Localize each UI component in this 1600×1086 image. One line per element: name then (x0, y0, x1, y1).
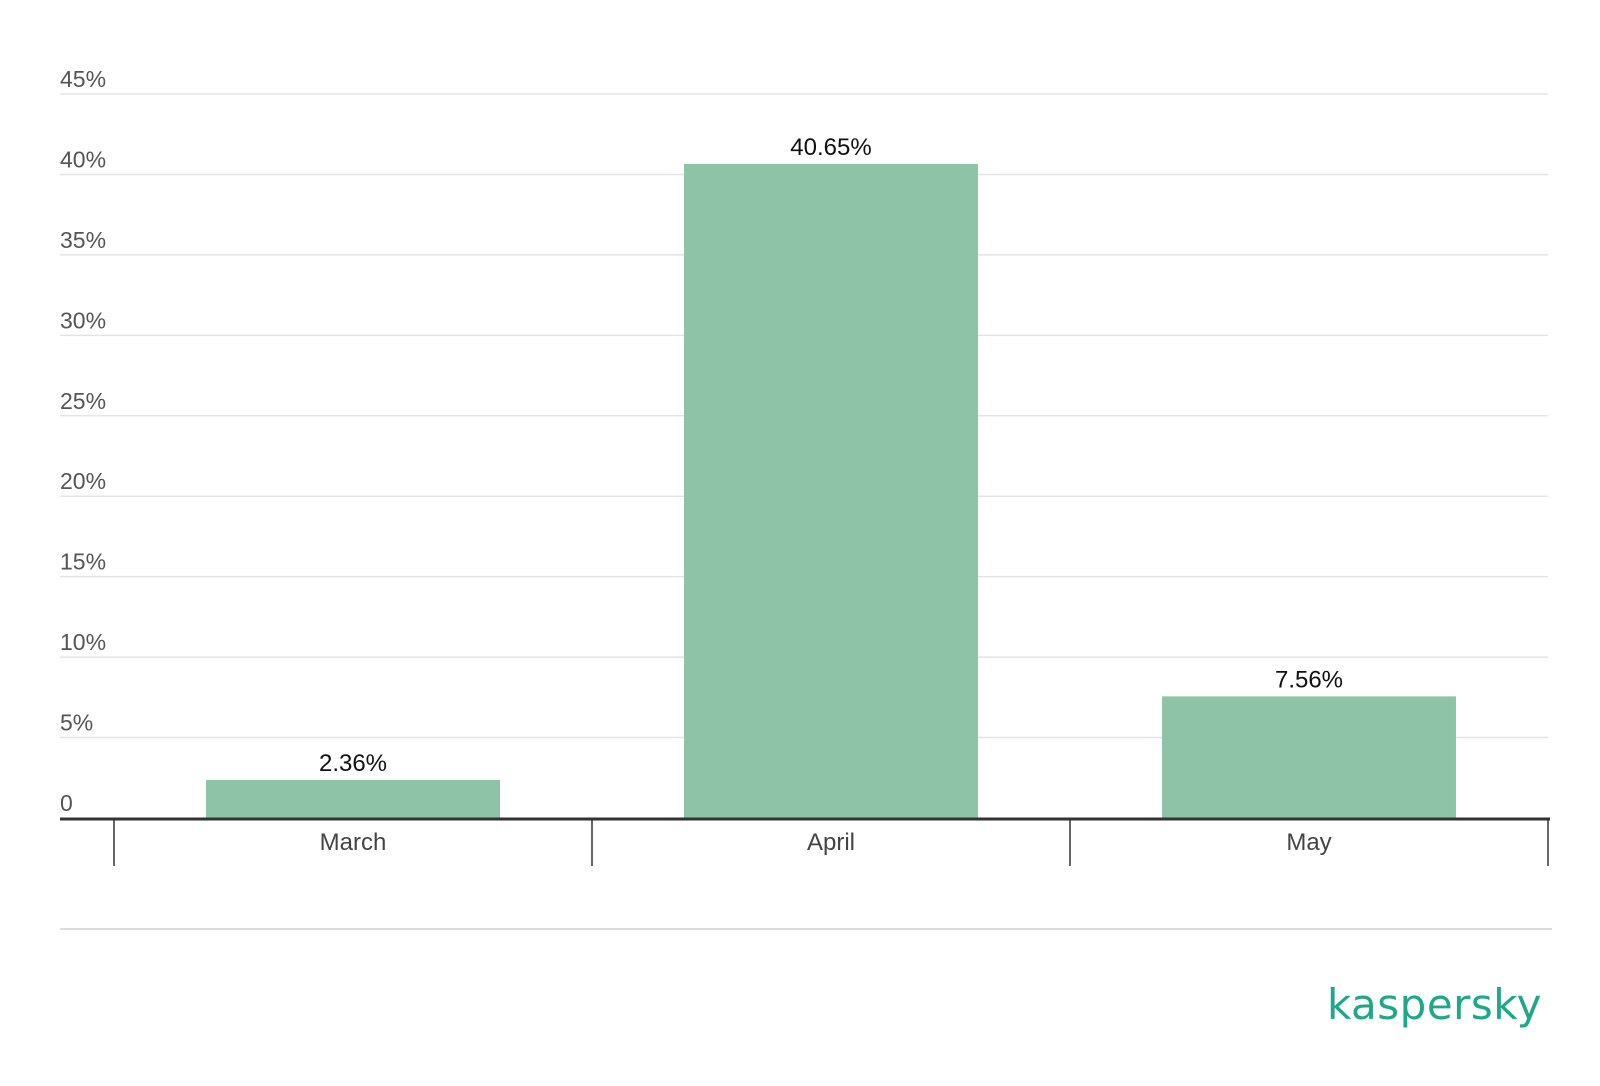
y-tick-label: 15% (60, 549, 106, 575)
category-label-april: April (807, 829, 855, 856)
bar-may (1162, 696, 1456, 818)
bar-march (206, 780, 500, 818)
x-axis (60, 817, 1550, 866)
category-label-may: May (1286, 829, 1331, 856)
y-tick-label: 10% (60, 629, 106, 655)
bars (206, 163, 1456, 818)
y-tick-label: 25% (60, 388, 106, 414)
logo-text: kaspersky (1326, 980, 1542, 1029)
category-label-march: March (320, 829, 387, 856)
y-tick-label: 30% (60, 307, 106, 333)
y-tick-label: 40% (60, 146, 106, 172)
data-label-march: 2.36% (319, 750, 387, 777)
data-label-april: 40.65% (790, 134, 871, 161)
y-tick-label: 35% (60, 227, 106, 253)
y-tick-label: 0 (60, 790, 73, 816)
bar-april (684, 163, 978, 818)
kaspersky-logo: kaspersky (1312, 975, 1542, 1035)
data-label-may: 7.56% (1275, 666, 1343, 693)
data-labels: 2.36% 40.65% 7.56% (319, 134, 1343, 777)
y-tick-label: 45% (60, 66, 106, 92)
y-axis-tick-labels: 0 5% 10% 15% 20% 25% 30% 35% 40% 45% (60, 66, 106, 816)
y-tick-label: 20% (60, 468, 106, 494)
y-tick-label: 5% (60, 710, 93, 736)
x-axis-category-labels: March April May (320, 829, 1332, 856)
